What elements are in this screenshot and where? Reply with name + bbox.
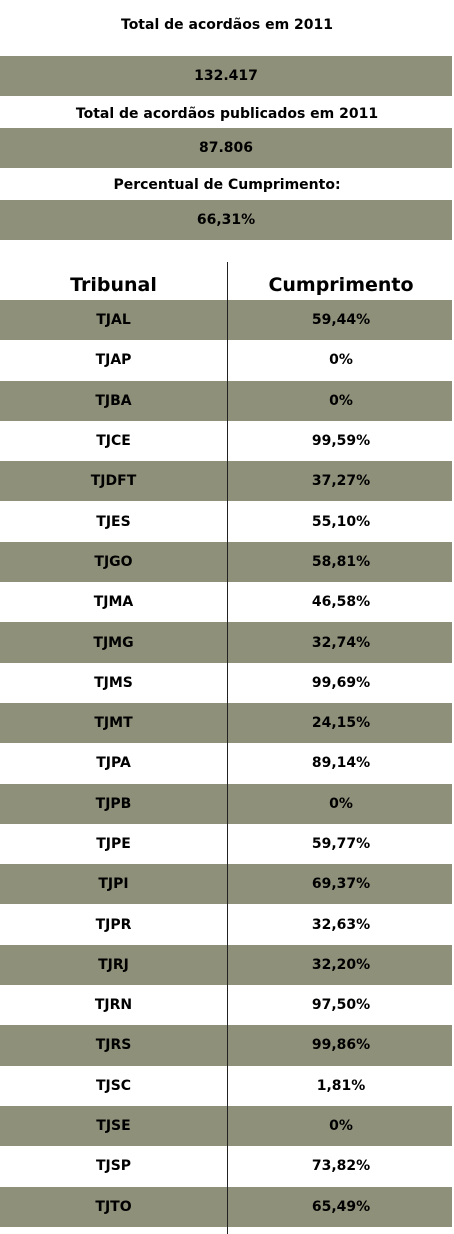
- cumprimento-cell: 65,49%: [311, 1198, 371, 1215]
- table-row: TJRJ 32,20%: [0, 944, 452, 986]
- cumprimento-cell: 59,77%: [311, 836, 371, 852]
- cumprimento-cell: 99,86%: [311, 1037, 371, 1054]
- tribunal-cell: TJPR: [95, 916, 132, 933]
- table-row: TJMA 46,58%: [0, 582, 452, 622]
- tribunal-cell: TJCE: [96, 433, 131, 450]
- table-row: TJBA 0%: [0, 380, 452, 421]
- tribunal-cell: TJRJ: [98, 956, 129, 973]
- tribunal-cell: TJMA: [93, 594, 134, 611]
- published-value: 87.806: [198, 140, 254, 156]
- published-label: Total de acordãos publicados em 2011: [75, 106, 379, 122]
- table-row: TJSC 1,81%: [0, 1066, 452, 1106]
- cumprimento-cell: 1,81%: [316, 1077, 366, 1094]
- tribunal-cell: TJTO: [95, 1198, 132, 1215]
- cumprimento-cell: 99,69%: [311, 674, 371, 691]
- cumprimento-cell: 89,14%: [311, 755, 371, 772]
- cumprimento-cell: 0%: [329, 352, 353, 369]
- tribunal-cell: TJRS: [95, 1037, 132, 1054]
- cumprimento-cell: 59,44%: [311, 312, 371, 329]
- table-row: TJDFT 37,27%: [0, 461, 452, 502]
- tribunal-cell: TJRN: [94, 997, 133, 1014]
- header-cumprimento: Cumprimento: [268, 274, 414, 296]
- percent-value-box: 66,31%: [0, 199, 452, 240]
- table-row: TJMT 24,15%: [0, 702, 452, 744]
- tribunal-cell: TJDFT: [90, 473, 137, 490]
- table-row: TJPR 32,63%: [0, 904, 452, 944]
- tribunal-cell: TJMG: [93, 634, 134, 651]
- percent-label: Percentual de Cumprimento:: [113, 177, 341, 193]
- table-row: TJSP 73,82%: [0, 1146, 452, 1186]
- tribunal-cell: TJSE: [96, 1118, 131, 1135]
- cumprimento-cell: 32,20%: [311, 956, 371, 973]
- cumprimento-cell: 69,37%: [311, 876, 371, 893]
- cumprimento-cell: 0%: [329, 392, 353, 409]
- tribunal-cell: TJSC: [95, 1077, 132, 1094]
- table-row: TJMS 99,69%: [0, 663, 452, 703]
- cumprimento-cell: 0%: [329, 1118, 353, 1135]
- percent-value: 66,31%: [196, 212, 256, 228]
- cumprimento-cell: 73,82%: [311, 1158, 371, 1175]
- total-value-box: 132.417: [0, 55, 452, 96]
- table-row: TJPB 0%: [0, 783, 452, 824]
- cumprimento-cell: 97,50%: [311, 997, 371, 1014]
- table-row: TJPI 69,37%: [0, 864, 452, 905]
- table-row: TJPE 59,77%: [0, 824, 452, 864]
- tribunal-cell: TJGO: [94, 553, 133, 570]
- table-row: TJGO 58,81%: [0, 541, 452, 583]
- cumprimento-cell: 24,15%: [311, 715, 371, 732]
- tribunal-cell: TJMS: [94, 674, 133, 691]
- table-row: TJMG 32,74%: [0, 622, 452, 663]
- header-tribunal: Tribunal: [70, 274, 157, 296]
- table-header: Tribunal Cumprimento: [0, 270, 452, 300]
- tribunal-cell: TJAL: [96, 312, 131, 329]
- cumprimento-cell: 46,58%: [311, 594, 371, 611]
- cumprimento-cell: 55,10%: [311, 513, 371, 530]
- tribunal-cell: TJPE: [96, 836, 131, 852]
- tribunal-cell: TJPB: [95, 795, 132, 812]
- table-row: TJSE 0%: [0, 1105, 452, 1147]
- published-value-box: 87.806: [0, 127, 452, 168]
- tribunal-cell: TJMT: [94, 715, 133, 732]
- cumprimento-cell: 37,27%: [311, 473, 371, 490]
- tribunal-cell: TJPI: [98, 876, 129, 893]
- tribunal-cell: TJBA: [95, 392, 132, 409]
- column-divider: [227, 262, 228, 1234]
- total-value: 132.417: [194, 68, 258, 84]
- total-label: Total de acordãos em 2011: [121, 17, 333, 33]
- cumprimento-cell: 32,74%: [311, 634, 371, 651]
- tribunal-cell: TJES: [96, 513, 131, 530]
- table-row: TJAL 59,44%: [0, 300, 452, 341]
- cumprimento-cell: 32,63%: [311, 916, 371, 933]
- tribunal-cell: TJAP: [95, 352, 132, 369]
- table-row: TJTO 65,49%: [0, 1186, 452, 1227]
- table-row: TJCE 99,59%: [0, 421, 452, 461]
- cumprimento-cell: 0%: [329, 795, 353, 812]
- table-row: TJES 55,10%: [0, 501, 452, 541]
- table-row: TJRN 97,50%: [0, 985, 452, 1025]
- table-body: TJAL 59,44% TJAP 0% TJBA 0% TJCE 99,59% TJDFT 37,…: [0, 300, 452, 1227]
- tribunal-cell: TJPA: [96, 755, 131, 772]
- tribunal-cell: TJSP: [95, 1158, 132, 1175]
- cumprimento-cell: 58,81%: [311, 553, 371, 570]
- table-row: TJRS 99,86%: [0, 1025, 452, 1066]
- table-row: TJPA 89,14%: [0, 743, 452, 783]
- table-row: TJAP 0%: [0, 340, 452, 380]
- cumprimento-cell: 99,59%: [311, 433, 371, 450]
